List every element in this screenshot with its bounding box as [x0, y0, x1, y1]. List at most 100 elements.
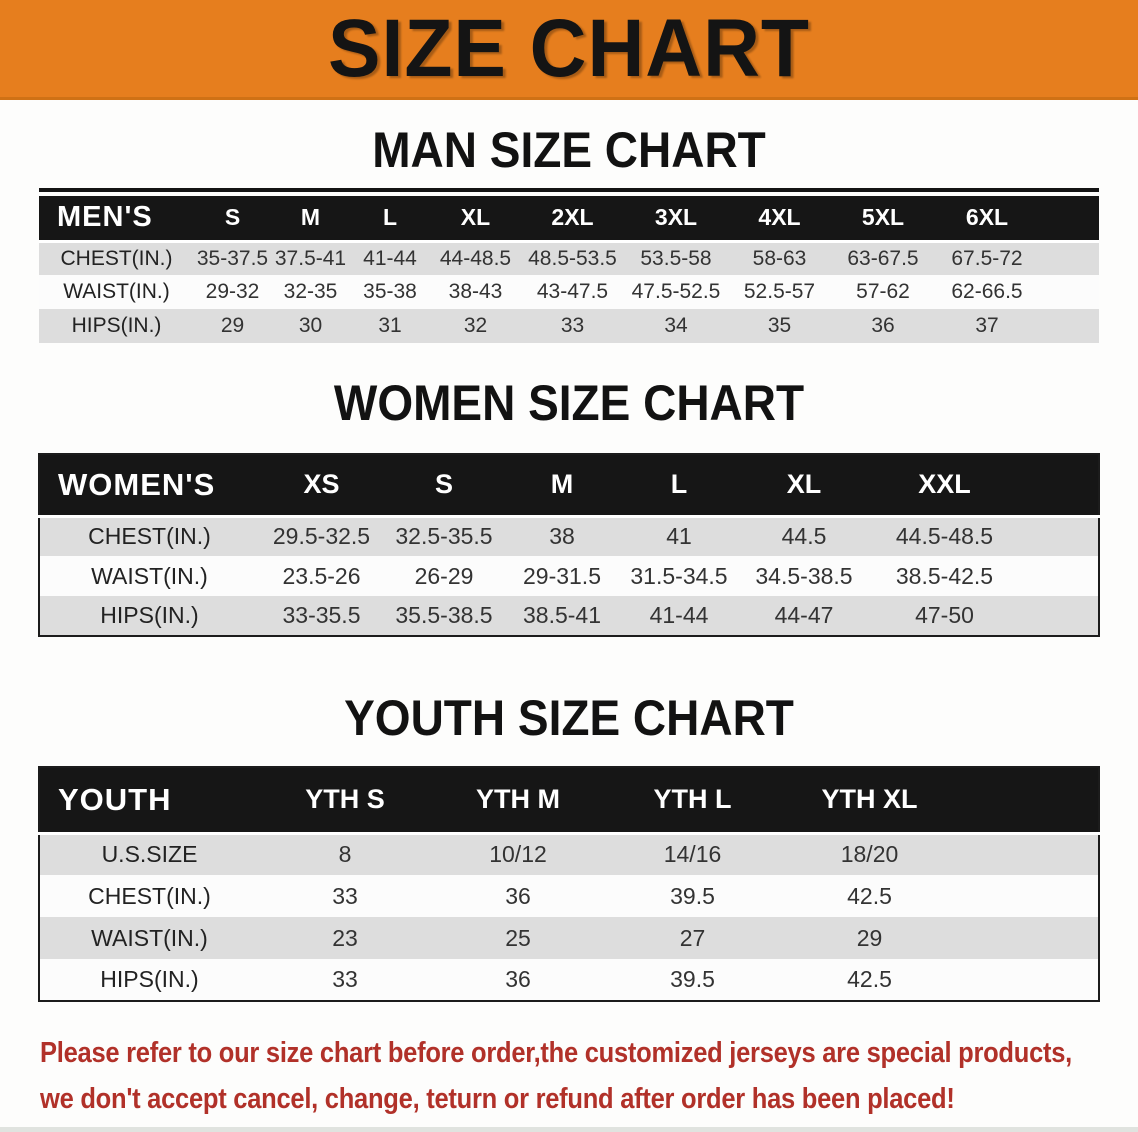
row-filler: [1019, 516, 1099, 556]
row-filler: [959, 875, 1099, 917]
size-value-cell: 39.5: [670, 966, 715, 992]
size-value-cell: 26-29: [414, 562, 474, 589]
size-value-cell: 38: [549, 523, 575, 550]
size-value-cell: 35-38: [363, 280, 417, 303]
size-value-cell: 23: [332, 924, 358, 951]
measure-row-label: HIPS(IN.): [100, 966, 199, 992]
disclaimer: Please refer to our size chart before or…: [0, 1030, 1138, 1122]
row-filler: [1039, 309, 1099, 343]
size-column-header: 4XL: [728, 196, 831, 243]
size-column-header: 3XL: [624, 196, 728, 243]
size-value-cell: 33: [560, 314, 585, 337]
disclaimer-line-2: we don't accept cancel, change, teturn o…: [40, 1083, 955, 1115]
table-row: WAIST(IN.) 23 25 27 29: [39, 917, 1099, 959]
size-value-cell: 34: [664, 314, 688, 337]
size-value-cell: 18/20: [840, 841, 899, 868]
size-value-cell: 32-35: [283, 280, 338, 303]
table-row: U.S.SIZE 8 10/12 14/16 18/20: [39, 833, 1099, 875]
banner-title: SIZE CHART: [328, 2, 810, 94]
size-column-header: YTH XL: [780, 767, 959, 835]
size-column-header: L: [620, 454, 738, 518]
measure-row-label: CHEST(IN.): [88, 523, 211, 550]
table-row: WAIST(IN.) 29-32 32-35 35-38 38-43 43-47.5 47.…: [39, 275, 1099, 309]
table-title-cell: WOMEN'S: [39, 454, 259, 518]
size-value-cell: 35.5-38.5: [395, 602, 493, 628]
size-value-cell: 29.5-32.5: [272, 523, 371, 550]
size-value-cell: 58-63: [752, 246, 807, 270]
row-filler: [1019, 556, 1099, 596]
size-value-cell: 27: [679, 924, 706, 951]
size-column-header: XS: [259, 454, 384, 518]
size-value-cell: 42.5: [847, 966, 892, 992]
measure-row-label: WAIST(IN.): [63, 280, 170, 303]
header-filler: [1039, 196, 1099, 243]
size-value-cell: 44-48.5: [439, 246, 512, 270]
men-size-section: MAN SIZE CHART MEN'S S M L XL 2XL 3XL 4XL 5XL 6XL…: [0, 120, 1138, 343]
size-column-header: YTH S: [259, 767, 431, 835]
size-value-cell: 39.5: [670, 882, 715, 909]
youth-section-heading: YOUTH SIZE CHART: [344, 690, 794, 746]
size-value-cell: 30: [298, 314, 323, 337]
men-section-heading: MAN SIZE CHART: [372, 122, 766, 178]
size-value-cell: 32.5-35.5: [395, 523, 493, 550]
size-column-header: 5XL: [831, 196, 935, 243]
size-value-cell: 25: [505, 924, 531, 951]
size-column-header: YTH M: [431, 767, 605, 835]
row-filler: [1039, 275, 1099, 309]
youth-size-section: YOUTH SIZE CHART YOUTH YTH S YTH M YTH L YTH…: [0, 690, 1138, 1002]
size-value-cell: 36: [505, 882, 531, 909]
men-table-top-rule: [39, 188, 1099, 192]
size-value-cell: 41-44: [649, 602, 709, 628]
size-value-cell: 48.5-53.5: [528, 246, 617, 270]
women-size-section: WOMEN SIZE CHART WOMEN'S XS S M L XL XXL CHEST(…: [0, 375, 1138, 637]
header-row: MEN'S S M L XL 2XL 3XL 4XL 5XL 6XL: [39, 196, 1099, 243]
size-value-cell: 52.5-57: [743, 280, 816, 303]
bottom-edge-artifact: [0, 1127, 1138, 1132]
table-row: HIPS(IN.) 33-35.5 35.5-38.5 38.5-41 41-44 44-…: [39, 596, 1099, 636]
size-value-cell: 36: [871, 314, 895, 337]
size-value-cell: 62-66.5: [951, 280, 1023, 303]
youth-size-table: YOUTH YTH S YTH M YTH L YTH XL U.S.SIZE 8 10/12…: [38, 766, 1100, 1002]
size-value-cell: 29-31.5: [522, 562, 601, 589]
women-section-heading: WOMEN SIZE CHART: [333, 375, 805, 431]
row-filler: [959, 833, 1099, 875]
size-value-cell: 47.5-52.5: [631, 280, 721, 303]
size-column-header: XL: [430, 196, 521, 243]
men-size-table: MEN'S S M L XL 2XL 3XL 4XL 5XL 6XL CHEST(IN.) 35-37…: [39, 196, 1099, 343]
table-row: WAIST(IN.) 23.5-26 26-29 29-31.5 31.5-34.5 34…: [39, 556, 1099, 596]
size-value-cell: 67.5-72: [951, 246, 1023, 270]
size-column-header: S: [384, 454, 504, 518]
size-value-cell: 34.5-38.5: [755, 562, 853, 589]
size-value-cell: 38.5-42.5: [895, 562, 994, 589]
size-value-cell: 37: [975, 314, 999, 337]
size-value-cell: 38.5-41: [522, 602, 601, 628]
measure-row-label: CHEST(IN.): [60, 246, 173, 270]
header-row: WOMEN'S XS S M L XL XXL: [39, 454, 1099, 518]
size-value-cell: 35: [767, 314, 792, 337]
table-row: HIPS(IN.) 33 36 39.5 42.5: [39, 959, 1099, 1001]
size-value-cell: 41-44: [363, 246, 417, 270]
size-value-cell: 23.5-26: [282, 562, 361, 589]
size-value-cell: 36: [505, 966, 531, 992]
size-value-cell: 63-67.5: [847, 246, 919, 270]
header-filler: [1019, 454, 1099, 518]
size-value-cell: 29: [856, 924, 883, 951]
measure-row-label: HIPS(IN.): [100, 602, 199, 628]
size-value-cell: 41: [666, 523, 692, 550]
size-value-cell: 35-37.5: [196, 246, 269, 270]
table-row: HIPS(IN.) 29 30 31 32 33 34 35 36 37: [39, 309, 1099, 343]
size-value-cell: 29-32: [205, 280, 260, 303]
row-filler: [959, 959, 1099, 1001]
table-row: CHEST(IN.) 33 36 39.5 42.5: [39, 875, 1099, 917]
size-value-cell: 14/16: [663, 841, 722, 868]
size-value-cell: 10/12: [489, 841, 547, 868]
size-column-header: L: [350, 196, 430, 243]
size-value-cell: 38-43: [448, 280, 503, 303]
row-filler: [1039, 241, 1099, 275]
table-title-cell: MEN'S: [39, 196, 194, 243]
disclaimer-line-1: Please refer to our size chart before or…: [40, 1037, 1073, 1069]
size-value-cell: 31: [378, 314, 402, 337]
size-value-cell: 57-62: [856, 280, 910, 303]
size-value-cell: 8: [338, 841, 352, 868]
